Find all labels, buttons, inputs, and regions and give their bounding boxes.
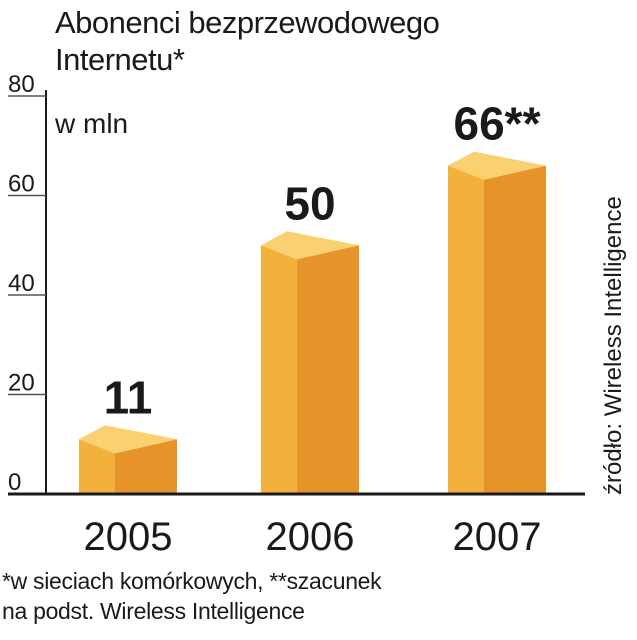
title-line-1: Abonenci bezprzewodowego	[55, 5, 440, 40]
footnote-line-2: na podst. Wireless Intelligence	[2, 598, 305, 624]
source-label: źródło: Wireless Intelligence	[600, 196, 627, 495]
x-axis: 2005 2006 2007	[8, 492, 585, 559]
footnote-line-1: *w sieciach komórkowych, **szacunek	[2, 568, 382, 594]
bar-value-label: 50	[284, 177, 335, 229]
bar-front-face	[79, 439, 115, 494]
bar-front-face	[261, 245, 297, 494]
bar-top-face	[79, 425, 177, 454]
bar-top-face	[261, 231, 359, 260]
bar-front-face	[448, 165, 484, 494]
bar-2006: 50	[261, 177, 359, 494]
x-tick-label: 2006	[266, 515, 355, 559]
bar-top-face	[448, 151, 546, 180]
chart-title: Abonenci bezprzewodowego Internetu*	[55, 4, 440, 78]
x-tick-label: 2007	[453, 515, 542, 559]
y-tick-label: 20	[8, 370, 35, 397]
bar-side-face	[115, 439, 177, 494]
bar-2007: 66**	[448, 98, 546, 494]
footnote: *w sieciach komórkowych, **szacunek na p…	[2, 566, 382, 626]
bar-side-face	[484, 165, 546, 494]
y-tick-label: 0	[8, 469, 21, 496]
y-tick-label: 40	[8, 270, 35, 297]
unit-label: w mln	[54, 108, 128, 139]
bar-2005: 11	[79, 371, 177, 494]
title-line-2: Internetu*	[55, 42, 185, 77]
x-tick-label: 2005	[84, 515, 173, 559]
bars-group: 11 50 66**	[79, 98, 546, 494]
bar-value-label: 66**	[454, 98, 541, 150]
bar-value-label: 11	[104, 371, 153, 423]
y-tick-label: 80	[8, 71, 35, 98]
bar-side-face	[297, 245, 359, 494]
y-tick-label: 60	[8, 171, 35, 198]
y-axis: 0 20 40 60 80	[8, 71, 47, 496]
